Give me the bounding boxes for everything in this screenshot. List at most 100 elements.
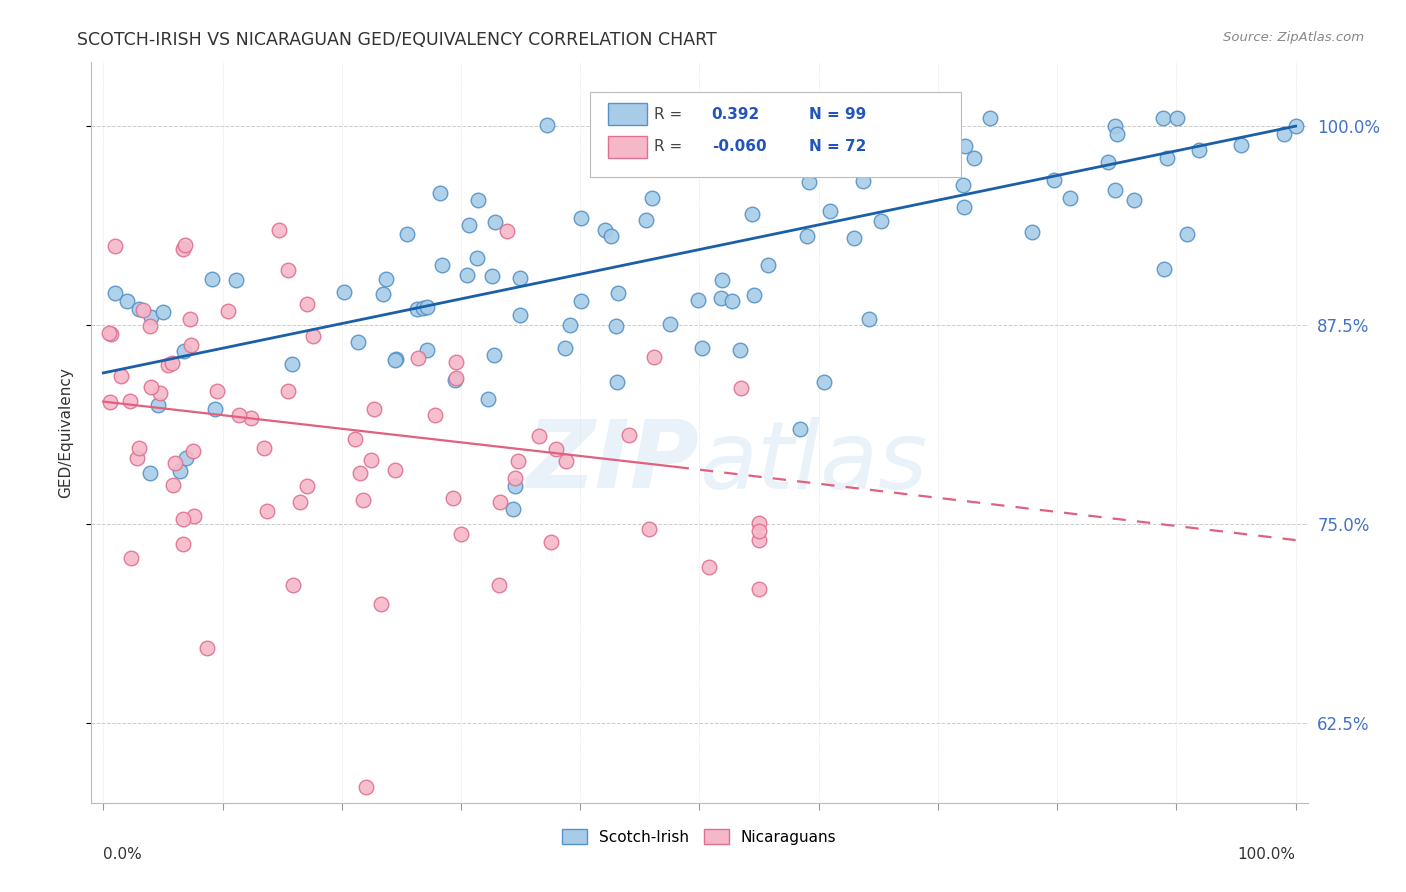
- Point: [281, 358, 304, 372]
- Point: [952, 200, 974, 214]
- Point: [797, 175, 820, 189]
- Point: [606, 286, 628, 301]
- Point: [852, 174, 875, 188]
- Point: [748, 516, 770, 530]
- Point: [100, 327, 122, 342]
- Point: [430, 258, 453, 272]
- Point: [240, 410, 263, 425]
- Text: Source: ZipAtlas.com: Source: ZipAtlas.com: [1223, 31, 1364, 45]
- Point: [283, 578, 305, 592]
- Point: [217, 304, 239, 318]
- Point: [820, 204, 842, 219]
- Text: 0.0%: 0.0%: [103, 847, 142, 863]
- Point: [104, 238, 127, 252]
- Point: [710, 291, 733, 305]
- Point: [789, 422, 811, 436]
- Point: [125, 450, 148, 465]
- Point: [481, 268, 503, 283]
- FancyBboxPatch shape: [609, 103, 647, 126]
- Point: [842, 231, 865, 245]
- Point: [599, 229, 621, 244]
- Point: [477, 392, 499, 406]
- Point: [658, 317, 681, 331]
- Point: [128, 302, 150, 317]
- Point: [225, 273, 247, 287]
- Point: [686, 293, 709, 308]
- Point: [446, 355, 468, 369]
- Point: [423, 409, 446, 423]
- Y-axis label: GED/Equivalency: GED/Equivalency: [58, 368, 73, 498]
- Point: [354, 780, 377, 794]
- Point: [162, 477, 184, 491]
- Text: SCOTCH-IRISH VS NICARAGUAN GED/EQUIVALENCY CORRELATION CHART: SCOTCH-IRISH VS NICARAGUAN GED/EQUIVALEN…: [77, 31, 717, 49]
- Point: [803, 162, 825, 177]
- Point: [1104, 183, 1126, 197]
- FancyBboxPatch shape: [609, 136, 647, 158]
- Point: [295, 479, 318, 493]
- Point: [890, 145, 912, 159]
- Point: [131, 303, 153, 318]
- Point: [979, 111, 1001, 125]
- Point: [1105, 128, 1128, 142]
- Point: [450, 526, 472, 541]
- Point: [172, 242, 194, 256]
- Point: [540, 534, 562, 549]
- Point: [371, 286, 394, 301]
- Point: [627, 128, 650, 142]
- Point: [204, 402, 226, 417]
- Point: [416, 343, 439, 357]
- Point: [505, 470, 527, 484]
- Point: [506, 453, 529, 467]
- Point: [139, 319, 162, 334]
- Point: [139, 310, 162, 325]
- Point: [256, 504, 278, 518]
- Point: [301, 329, 323, 343]
- Point: [395, 227, 418, 241]
- Point: [360, 452, 382, 467]
- Point: [172, 512, 194, 526]
- Point: [710, 273, 733, 287]
- Point: [641, 192, 664, 206]
- Point: [953, 138, 976, 153]
- Point: [457, 219, 479, 233]
- Point: [347, 335, 370, 350]
- FancyBboxPatch shape: [591, 92, 960, 178]
- Point: [509, 308, 531, 322]
- Point: [1166, 111, 1188, 125]
- Point: [1230, 138, 1253, 153]
- Point: [465, 251, 488, 265]
- Point: [149, 385, 172, 400]
- Point: [756, 259, 779, 273]
- Point: [544, 442, 567, 456]
- Point: [444, 370, 467, 384]
- Point: [277, 384, 299, 399]
- Point: [858, 312, 880, 326]
- Point: [617, 428, 640, 442]
- Point: [841, 154, 863, 169]
- Point: [813, 376, 835, 390]
- Point: [482, 349, 505, 363]
- Point: [1272, 127, 1295, 141]
- Point: [98, 394, 121, 409]
- Point: [406, 351, 429, 365]
- Point: [569, 211, 592, 225]
- Point: [554, 453, 576, 467]
- Point: [290, 494, 312, 508]
- Point: [444, 373, 467, 387]
- Point: [593, 223, 616, 237]
- Point: [115, 294, 138, 309]
- Point: [183, 508, 205, 523]
- Point: [180, 338, 202, 352]
- Point: [277, 263, 299, 277]
- Point: [172, 537, 194, 551]
- Point: [1152, 111, 1174, 125]
- Text: R =: R =: [654, 139, 683, 154]
- Text: 100.0%: 100.0%: [1237, 847, 1296, 863]
- Point: [963, 151, 986, 165]
- Point: [554, 341, 576, 355]
- Point: [1153, 262, 1175, 277]
- Point: [495, 224, 517, 238]
- Point: [606, 375, 628, 389]
- Point: [643, 350, 665, 364]
- Point: [634, 212, 657, 227]
